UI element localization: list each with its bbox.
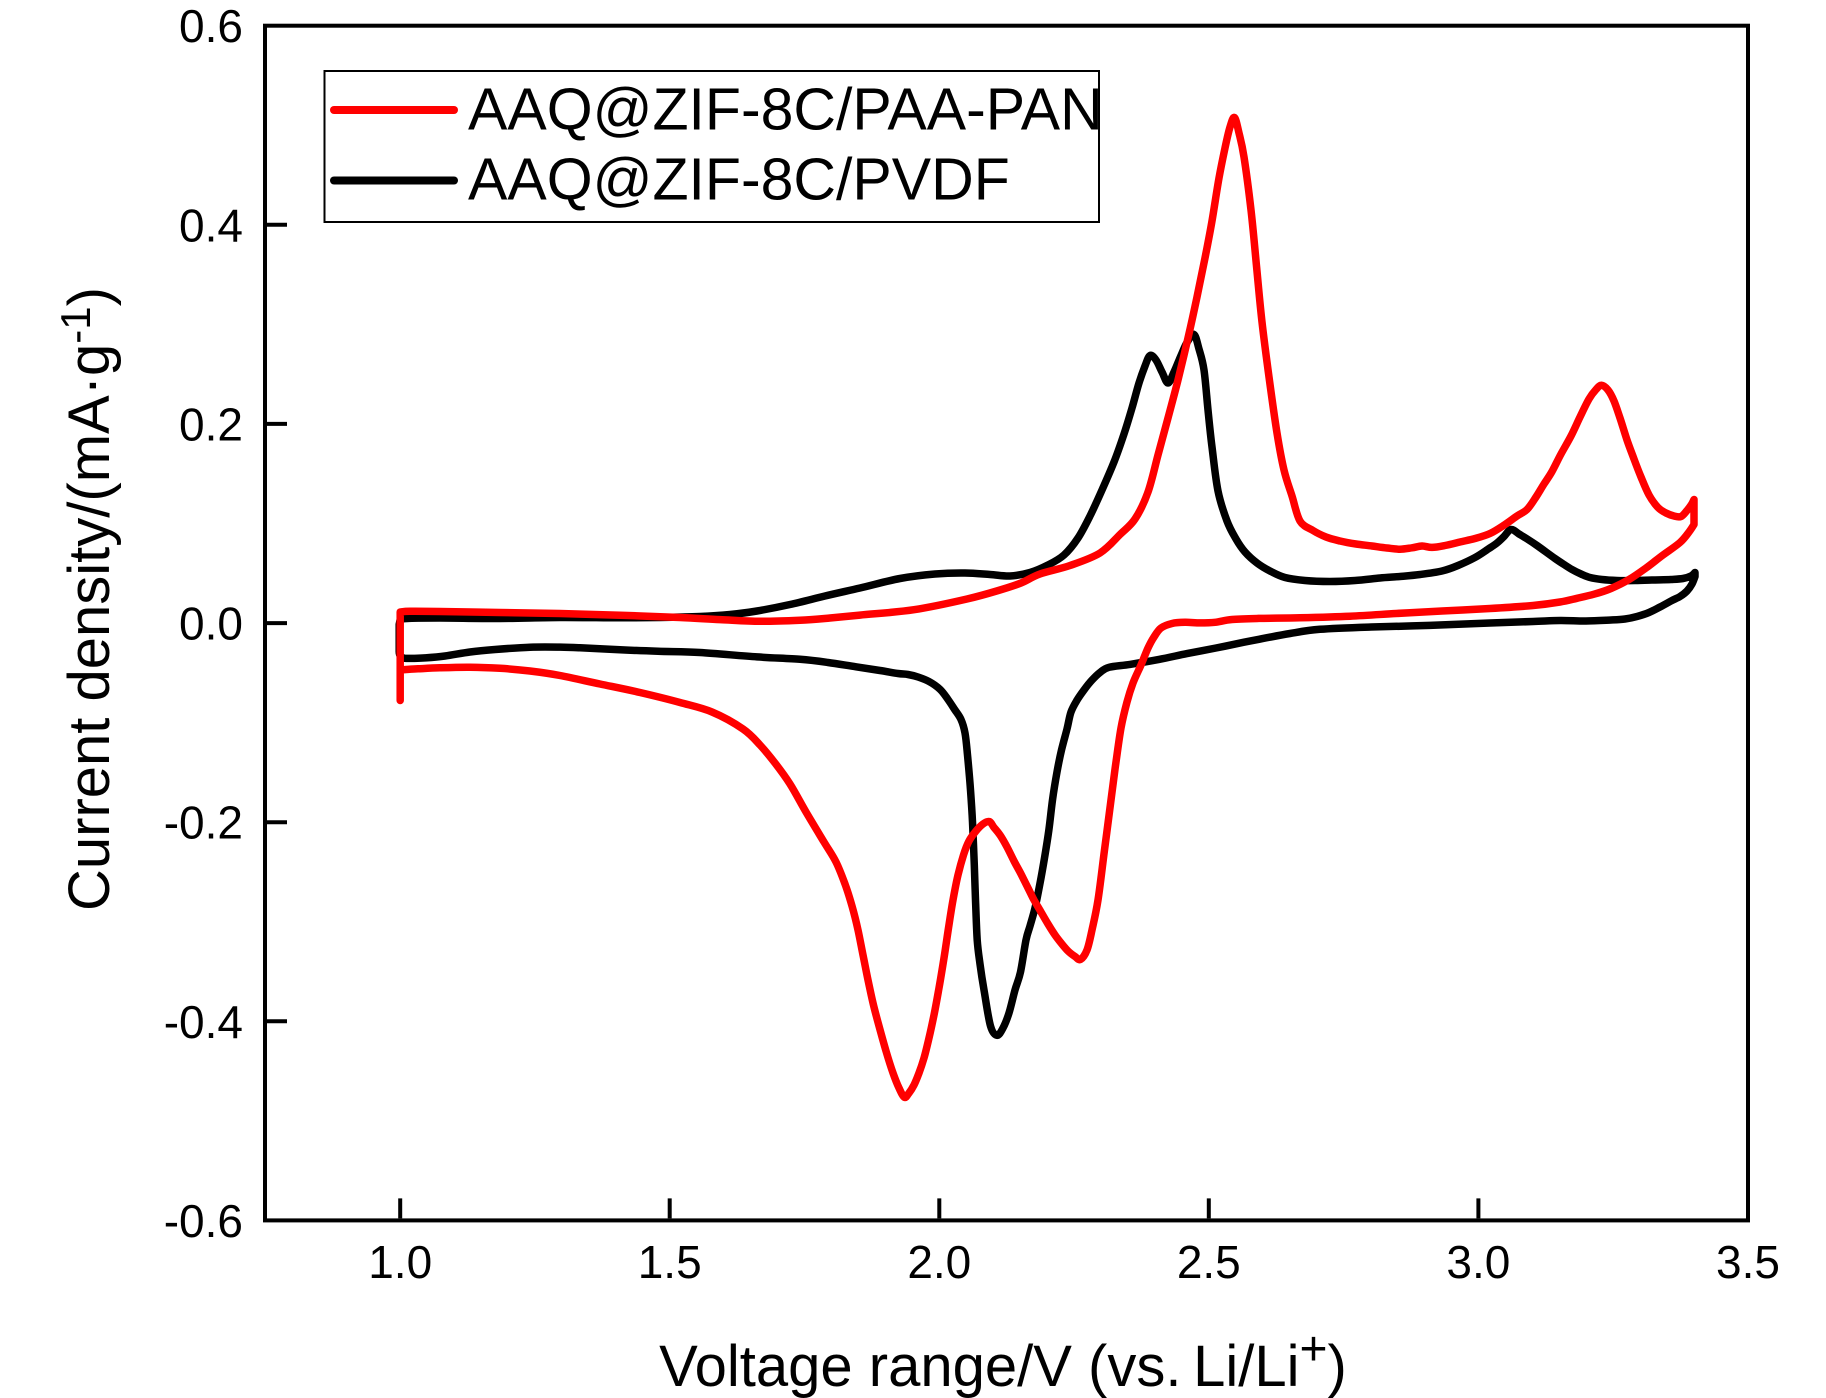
svg-text:-0.2: -0.2 <box>164 797 243 849</box>
svg-text:0.0: 0.0 <box>179 598 243 650</box>
svg-text:Voltage range/V (vs. Li/Li+): Voltage range/V (vs. Li/Li+) <box>659 1323 1347 1398</box>
svg-text:-0.4: -0.4 <box>164 996 243 1048</box>
svg-text:0.6: 0.6 <box>179 0 243 52</box>
svg-text:0.4: 0.4 <box>179 199 243 251</box>
svg-text:1.5: 1.5 <box>638 1236 702 1288</box>
svg-text:2.5: 2.5 <box>1177 1236 1241 1288</box>
svg-text:1.0: 1.0 <box>368 1236 432 1288</box>
svg-text:-0.6: -0.6 <box>164 1195 243 1247</box>
svg-text:Current density/(mA·g-1): Current density/(mA·g-1) <box>52 287 122 911</box>
svg-text:3.5: 3.5 <box>1716 1236 1780 1288</box>
svg-text:0.2: 0.2 <box>179 398 243 450</box>
svg-text:2.0: 2.0 <box>907 1236 971 1288</box>
svg-text:AAQ@ZIF-8C/PVDF: AAQ@ZIF-8C/PVDF <box>468 147 1010 213</box>
svg-text:3.0: 3.0 <box>1446 1236 1510 1288</box>
svg-text:AAQ@ZIF-8C/PAA-PAN: AAQ@ZIF-8C/PAA-PAN <box>468 77 1103 143</box>
